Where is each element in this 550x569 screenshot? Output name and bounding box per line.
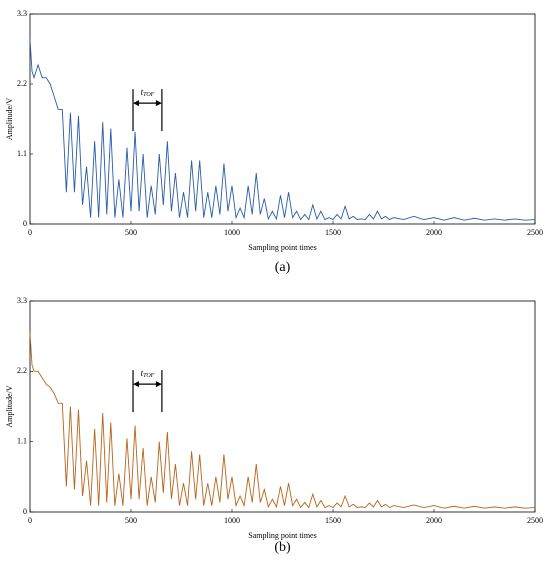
- x-tick-label: 500: [125, 228, 137, 237]
- x-tick-label: 2000: [426, 516, 442, 525]
- x-tick-label: 1000: [224, 228, 240, 237]
- x-axis-label: Sampling point times: [248, 243, 316, 252]
- annotation-text: t: [141, 87, 144, 97]
- x-tick-label: 2000: [426, 228, 442, 237]
- annotation-label: tTOF: [141, 368, 155, 379]
- x-tick-label: 2500: [527, 516, 543, 525]
- arrow-head: [133, 100, 162, 107]
- signal-line: [29, 39, 536, 221]
- caption: (b): [274, 540, 291, 555]
- y-tick-label: 3.3: [17, 296, 27, 305]
- y-tick-label: 0: [23, 507, 27, 516]
- y-tick-label: 0: [23, 219, 27, 228]
- y-axis-label: Amplitude/V: [5, 385, 14, 427]
- x-axis-label: Sampling point times: [248, 531, 316, 540]
- x-tick-label: 0: [28, 516, 32, 525]
- y-tick-label: 3.3: [17, 9, 27, 18]
- caption: (a): [275, 260, 291, 275]
- x-tick-label: 1500: [325, 228, 341, 237]
- plot-frame: [29, 13, 536, 225]
- y-tick-label: 1.1: [17, 149, 27, 158]
- x-tick-label: 1500: [325, 516, 341, 525]
- x-tick-label: 2500: [527, 228, 543, 237]
- x-tick-label: 0: [28, 228, 32, 237]
- y-tick-label: 2.2: [17, 366, 27, 375]
- y-tick-label: 1.1: [17, 436, 27, 445]
- annotation-sub: TOF: [143, 373, 155, 379]
- plot-frame: [29, 300, 536, 513]
- arrow-head: [133, 381, 162, 388]
- x-tick-label: 500: [125, 516, 137, 525]
- annotation-text: t: [141, 368, 144, 378]
- y-axis-label: Amplitude/V: [5, 98, 14, 140]
- annotation-sub: TOF: [143, 92, 155, 98]
- x-tick-label: 1000: [224, 516, 240, 525]
- signal-line: [29, 332, 536, 509]
- y-tick-label: 2.2: [17, 79, 27, 88]
- annotation-label: tTOF: [141, 87, 155, 98]
